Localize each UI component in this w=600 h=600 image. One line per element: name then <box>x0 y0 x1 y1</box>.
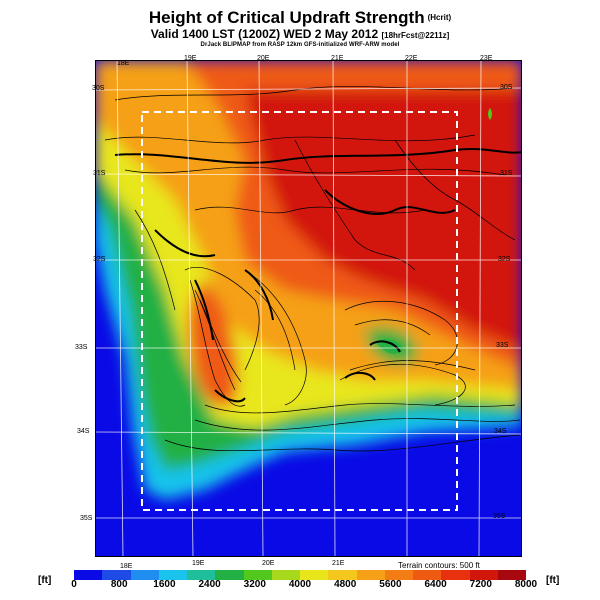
colorbar-swatch <box>497 570 526 580</box>
left-lat-label: 31S <box>93 170 106 177</box>
page-title: Height of Critical Updraft Strength (Hcri… <box>0 8 600 28</box>
colorbar-swatch <box>187 570 216 580</box>
colorbar-swatch <box>328 570 357 580</box>
left-lat-label: 34S <box>77 428 90 435</box>
colorbar-ticks: 0 800 1600 2400 3200 4000 4800 5600 6400 7200 8000 <box>71 579 537 593</box>
left-lat-label: 30S <box>92 85 105 92</box>
top-lon-label: 23E <box>480 55 493 62</box>
top-lon-label: 19E <box>184 55 197 62</box>
colorbar-tick-label: 0 <box>71 579 77 590</box>
colorbar-tick-label: 7200 <box>469 579 492 590</box>
colorbar-swatch <box>215 570 244 580</box>
colorbar-swatch <box>158 570 187 580</box>
colorbar-swatch <box>469 570 498 580</box>
colorbar-tick-label: 2400 <box>198 579 221 590</box>
title-text: Height of Critical Updraft Strength <box>148 8 425 27</box>
colorbar-tick-label: 3200 <box>243 579 266 590</box>
forecast-map <box>95 60 522 557</box>
right-lat-label: 35S <box>493 513 506 520</box>
colorbar-unit-right: [ft] <box>546 575 560 586</box>
valid-time-text: Valid 1400 LST (1200Z) WED 2 May 2012 <box>150 27 379 41</box>
terrain-contours-note: Terrain contours: 500 ft <box>398 561 480 570</box>
top-lon-label: 22E <box>405 55 418 62</box>
right-lat-label: 34S <box>494 428 507 435</box>
top-lon-label: 20E <box>257 55 270 62</box>
hcrit-field <box>95 60 522 500</box>
forecast-tag: [18hrFcst@2211z] <box>381 31 450 40</box>
colorbar-swatch <box>384 570 413 580</box>
model-description: DrJack BLIPMAP from RASP 12km GFS-initia… <box>200 42 400 48</box>
colorbar-swatch <box>441 570 470 580</box>
right-lat-label: 32S <box>498 256 511 263</box>
left-lat-label: 33S <box>75 344 88 351</box>
colorbar-swatch <box>243 570 272 580</box>
inner-domain-box <box>141 111 458 511</box>
right-lat-label: 31S <box>500 170 513 177</box>
right-lat-label: 33S <box>496 342 509 349</box>
colorbar-swatch <box>356 570 385 580</box>
colorbar-tick-label: 1600 <box>153 579 176 590</box>
right-lat-label: 30S <box>500 84 513 91</box>
left-lat-label: 35S <box>80 515 93 522</box>
colorbar-unit-left: [ft] <box>38 575 52 586</box>
top-lon-label: 18E <box>117 60 130 67</box>
colorbar-tick-label: 4800 <box>334 579 357 590</box>
left-lat-label: 32S <box>93 256 106 263</box>
colorbar-tick-label: 6400 <box>424 579 447 590</box>
valid-time-line: Valid 1400 LST (1200Z) WED 2 May 2012 [1… <box>0 27 600 41</box>
colorbar <box>74 570 526 580</box>
colorbar-swatch <box>130 570 159 580</box>
terrain-contours <box>104 86 521 452</box>
colorbar-tick-label: 800 <box>110 579 128 590</box>
bottom-lon-label: 21E <box>332 560 345 567</box>
colorbar-swatch <box>413 570 442 580</box>
bottom-lon-label: 19E <box>192 560 205 567</box>
colorbar-swatch <box>300 570 329 580</box>
title-suffix: (Hcrit) <box>427 13 452 22</box>
colorbar-tick-label: 5600 <box>379 579 402 590</box>
colorbar-tick-label: 4000 <box>288 579 312 590</box>
colorbar-swatch <box>271 570 300 580</box>
lat-lon-grid <box>95 60 522 557</box>
top-lon-label: 21E <box>331 55 344 62</box>
colorbar-swatch <box>74 570 103 580</box>
colorbar-tick-label: 8000 <box>514 579 538 590</box>
bottom-lon-label: 18E <box>120 563 133 570</box>
bottom-lon-label: 20E <box>262 560 275 567</box>
colorbar-swatch <box>102 570 131 580</box>
